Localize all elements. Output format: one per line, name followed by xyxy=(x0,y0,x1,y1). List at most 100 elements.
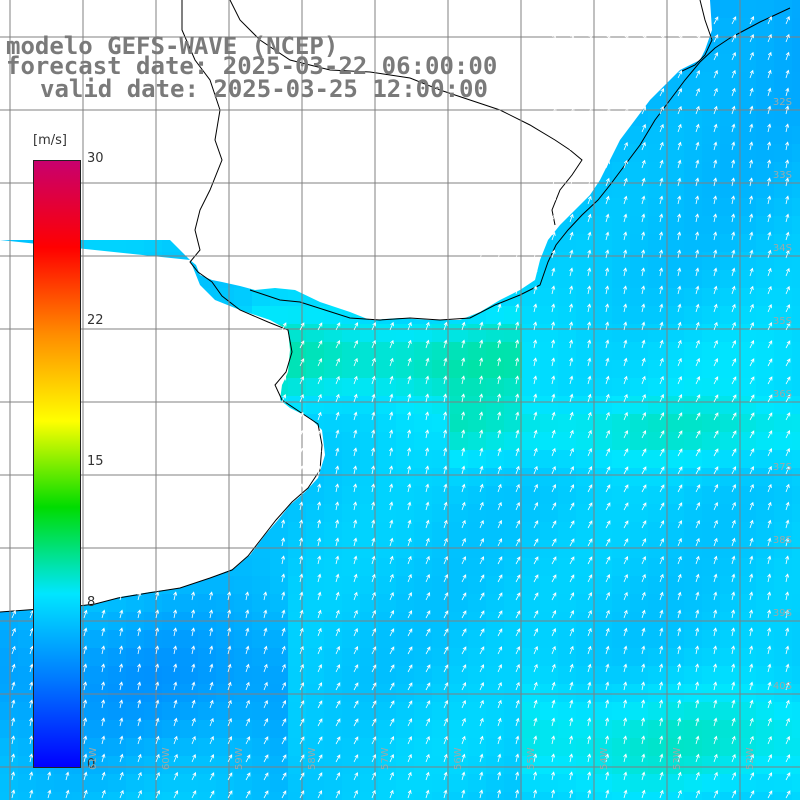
wind-speed-cell xyxy=(774,540,792,558)
wind-speed-cell xyxy=(540,396,558,414)
wind-arrow xyxy=(641,52,647,61)
wind-speed-cell xyxy=(270,522,288,540)
wind-arrow xyxy=(461,628,467,637)
wind-arrow xyxy=(587,502,593,511)
wind-speed-cell xyxy=(378,576,396,594)
wind-arrow xyxy=(443,735,448,745)
wind-arrow xyxy=(767,412,773,421)
wind-arrow xyxy=(659,285,664,295)
wind-arrow xyxy=(713,87,718,97)
wind-arrow xyxy=(353,736,359,745)
wind-arrow xyxy=(83,681,88,691)
wind-arrow xyxy=(119,735,124,745)
wind-speed-cell xyxy=(738,378,756,396)
wind-arrow xyxy=(677,34,683,43)
wind-arrow xyxy=(731,195,736,205)
wind-arrow xyxy=(371,591,376,601)
wind-speed-cell xyxy=(162,702,180,720)
wind-speed-cell xyxy=(0,666,18,684)
wind-arrow xyxy=(587,88,593,97)
wind-speed-cell xyxy=(504,432,522,450)
wind-speed-cell xyxy=(324,324,342,342)
wind-arrow xyxy=(623,124,628,133)
wind-speed-cell xyxy=(756,792,774,800)
wind-arrow xyxy=(371,771,376,781)
wind-speed-cell xyxy=(756,144,774,162)
wind-speed-cell xyxy=(594,576,612,594)
wind-speed-cell xyxy=(342,702,360,720)
wind-arrow xyxy=(209,754,215,763)
wind-speed-cell xyxy=(108,684,126,702)
wind-speed-cell xyxy=(738,468,756,486)
wind-arrow xyxy=(749,501,754,511)
wind-arrow xyxy=(551,735,556,745)
wind-arrow xyxy=(623,556,629,565)
wind-speed-cell xyxy=(108,648,126,666)
wind-speed-cell xyxy=(720,162,738,180)
wind-speed-cell xyxy=(702,378,720,396)
wind-speed-cell xyxy=(720,594,738,612)
wind-arrow xyxy=(641,159,646,169)
wind-speed-cell xyxy=(234,720,252,738)
wind-arrow xyxy=(605,681,610,691)
wind-speed-cell xyxy=(792,90,800,108)
wind-arrow xyxy=(641,681,646,691)
wind-arrow xyxy=(191,591,196,601)
wind-speed-cell xyxy=(378,558,396,576)
wind-speed-cell xyxy=(738,270,756,288)
wind-arrow xyxy=(83,753,88,763)
wind-arrow xyxy=(587,699,592,709)
wind-arrow xyxy=(623,213,628,223)
wind-arrow xyxy=(641,627,646,637)
wind-arrow xyxy=(569,124,575,133)
wind-arrow xyxy=(713,430,719,439)
wind-arrow xyxy=(407,357,412,367)
longitude-label: 55W xyxy=(526,747,537,770)
wind-speed-cell xyxy=(360,360,378,378)
wind-speed-cell xyxy=(342,720,360,738)
wind-speed-cell xyxy=(594,504,612,522)
wind-speed-cell xyxy=(648,162,666,180)
wind-arrow xyxy=(209,681,214,691)
wind-speed-cell xyxy=(504,342,522,360)
wind-speed-cell xyxy=(396,468,414,486)
wind-arrow xyxy=(533,447,538,457)
wind-arrow xyxy=(335,772,341,781)
wind-arrow xyxy=(353,537,358,547)
wind-arrow xyxy=(767,448,773,457)
wind-speed-cell xyxy=(270,738,288,756)
wind-speed-cell xyxy=(90,756,108,774)
wind-speed-cell xyxy=(378,666,396,684)
wind-speed-cell xyxy=(720,36,738,54)
wind-arrow xyxy=(713,753,718,763)
wind-arrow xyxy=(695,394,701,403)
wind-arrow xyxy=(641,591,646,601)
wind-speed-cell xyxy=(468,558,486,576)
wind-arrow xyxy=(551,106,557,115)
wind-speed-cell xyxy=(486,756,504,774)
wind-arrow xyxy=(515,520,521,529)
wind-speed-cell xyxy=(342,594,360,612)
wind-speed-cell xyxy=(360,486,378,504)
wind-arrow xyxy=(749,340,755,349)
wind-arrow xyxy=(731,141,736,151)
wind-speed-cell xyxy=(630,468,648,486)
wind-arrow xyxy=(623,321,628,331)
wind-arrow xyxy=(353,483,358,493)
wind-arrow xyxy=(551,195,556,205)
wind-speed-cell xyxy=(0,792,18,800)
wind-arrow xyxy=(695,645,700,655)
wind-speed-cell xyxy=(378,360,396,378)
wind-speed-cell xyxy=(162,648,180,666)
wind-speed-cell xyxy=(378,486,396,504)
wind-speed-cell xyxy=(666,216,684,234)
wind-arrow xyxy=(227,627,232,637)
wind-speed-cell xyxy=(432,360,450,378)
wind-arrow xyxy=(497,610,503,619)
wind-arrow xyxy=(407,718,413,727)
wind-arrow xyxy=(101,771,106,781)
wind-speed-cell xyxy=(144,720,162,738)
wind-arrow xyxy=(443,682,449,691)
wind-speed-cell xyxy=(792,252,800,270)
wind-speed-cell xyxy=(108,666,126,684)
